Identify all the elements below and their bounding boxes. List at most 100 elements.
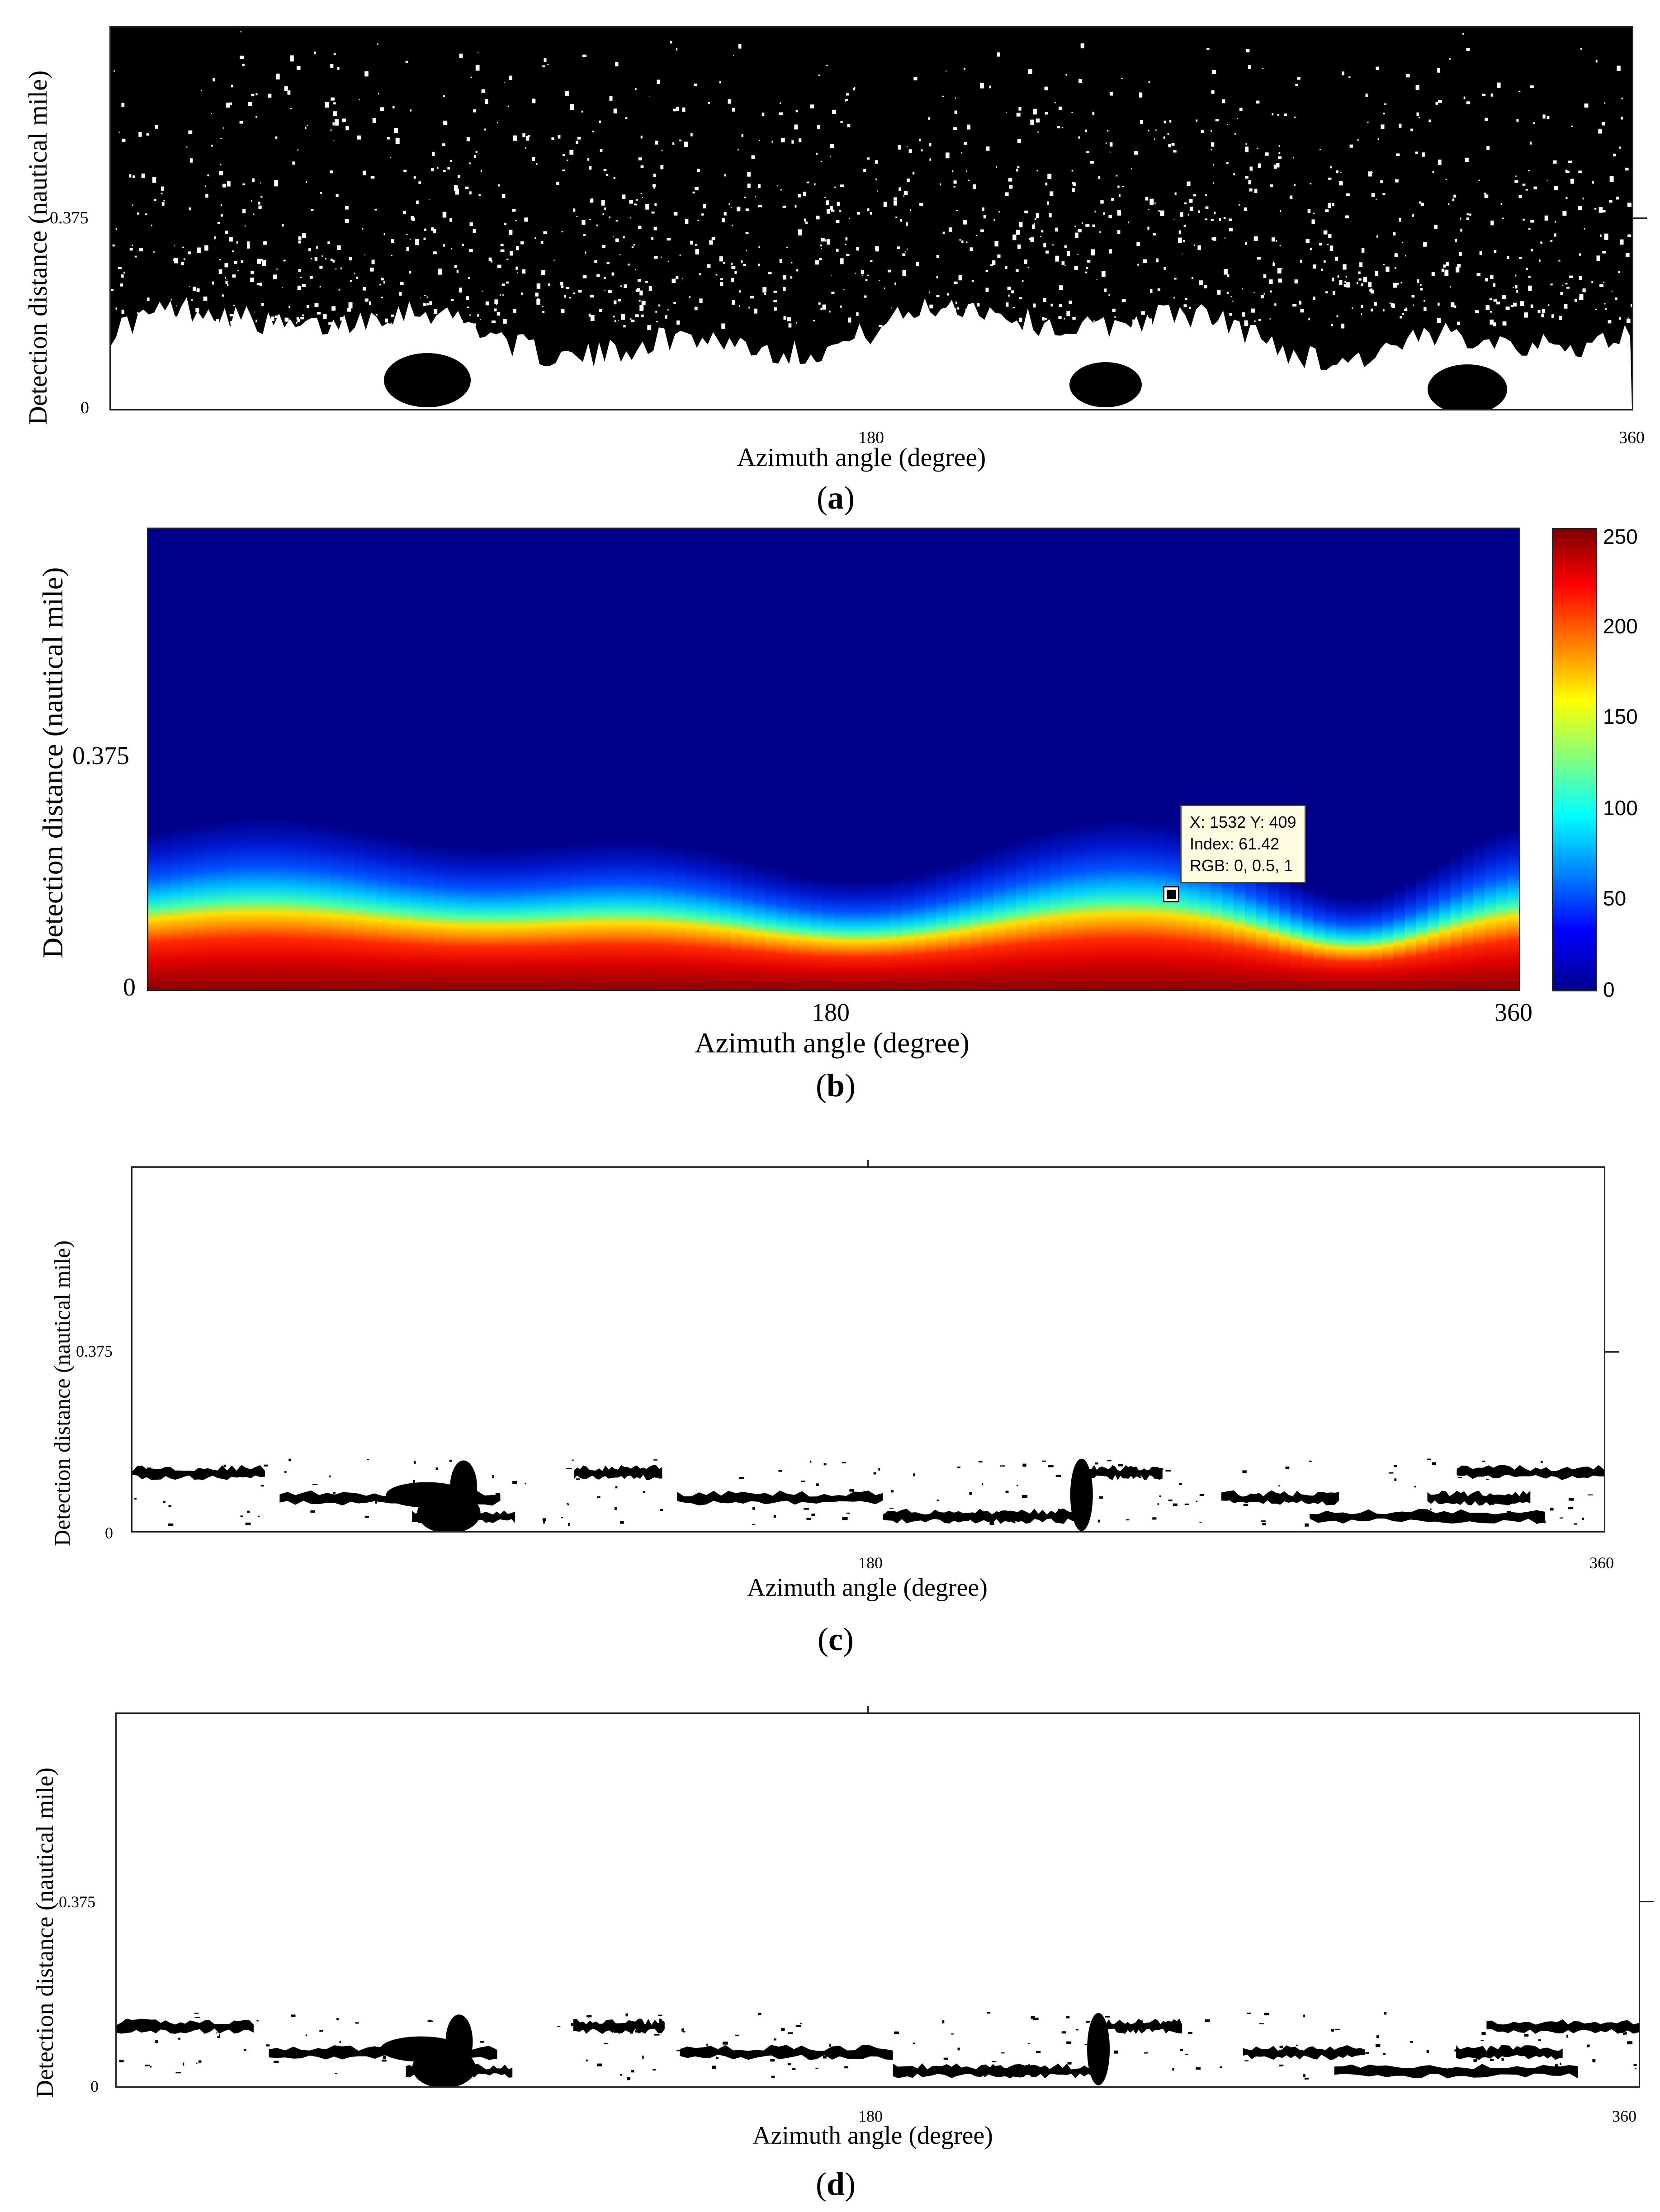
speckle-a <box>1502 217 1504 219</box>
speckle-a <box>1131 168 1132 170</box>
speckle-a <box>1485 118 1488 121</box>
clutter-speck <box>1490 2059 1494 2061</box>
clutter-speck <box>1066 2041 1072 2044</box>
speckle-a <box>919 203 923 206</box>
speckle-a <box>251 200 252 202</box>
speckle-a <box>853 87 856 89</box>
speckle-a <box>1528 228 1531 230</box>
speckle-a <box>1116 175 1118 177</box>
speckle-a <box>853 88 855 90</box>
speckle-a <box>703 204 706 208</box>
heatmap-column-b <box>1439 862 1451 990</box>
speckle-a <box>990 264 993 266</box>
speckle-a <box>865 279 868 281</box>
speckle-a <box>633 244 635 246</box>
speckle-a <box>1450 286 1451 288</box>
xtick-mark-top-c <box>867 1160 869 1167</box>
speckle-a <box>350 280 352 282</box>
clutter-speck <box>770 2059 775 2062</box>
speckle-a <box>937 316 941 321</box>
speckle-a <box>255 93 258 95</box>
speckle-a <box>507 105 509 107</box>
clutter-speck <box>168 1505 171 1507</box>
speckle-a <box>1198 210 1200 213</box>
clutter-speck <box>823 2055 827 2059</box>
speckle-a <box>661 150 663 151</box>
speckle-a <box>1109 91 1113 96</box>
speckle-a <box>1117 185 1120 188</box>
speckle-a <box>623 325 626 328</box>
speckle-a <box>1540 241 1542 244</box>
speckle-a <box>1016 269 1019 272</box>
speckle-a <box>1217 290 1221 295</box>
speckle-a <box>1462 33 1464 35</box>
clutter-speck <box>597 2063 602 2066</box>
speckle-a <box>1528 285 1532 291</box>
speckle-a <box>292 161 295 165</box>
heatmap-column-b <box>970 856 983 990</box>
clutter-speck <box>1365 2052 1369 2054</box>
speckle-a <box>695 244 698 246</box>
clutter-speck <box>223 1464 226 1467</box>
data-tip[interactable]: X: 1532 Y: 409 Index: 61.42 RGB: 0, 0.5,… <box>1180 805 1306 883</box>
speckle-a <box>1157 288 1160 291</box>
speckle-a <box>212 281 214 285</box>
speckle-a <box>423 237 426 240</box>
speckle-a <box>994 241 998 247</box>
speckle-a <box>1211 149 1212 151</box>
speckle-a <box>635 289 639 292</box>
data-cursor-marker[interactable] <box>1163 886 1179 902</box>
ylabel-d: Detection distance (nautical mile) <box>31 1767 58 2098</box>
speckle-a <box>1451 302 1455 307</box>
speckle-a <box>1073 182 1076 186</box>
speckle-a <box>564 295 566 298</box>
speckle-a <box>1173 150 1177 153</box>
speckle-a <box>1214 212 1216 215</box>
speckle-a <box>840 258 844 264</box>
speckle-a <box>1349 144 1353 148</box>
speckle-a <box>879 279 880 281</box>
speckle-a <box>870 260 873 263</box>
speckle-a <box>287 90 291 95</box>
speckle-a <box>909 317 914 321</box>
speckle-a <box>1249 188 1253 192</box>
speckle-a <box>1121 299 1126 302</box>
speckle-a <box>1167 133 1169 135</box>
speckle-a <box>121 103 125 107</box>
speckle-a <box>821 238 825 242</box>
speckle-a <box>613 177 615 179</box>
clutter-speck <box>1126 1519 1130 1521</box>
speckle-a <box>1466 48 1470 51</box>
speckle-a <box>856 247 859 251</box>
heatmap-column-b <box>845 882 857 990</box>
speckle-a <box>154 199 156 202</box>
speckle-a <box>1273 165 1277 169</box>
clutter-speck <box>867 2053 869 2055</box>
speckle-a <box>330 64 334 68</box>
speckle-a <box>1180 212 1183 217</box>
speckle-a <box>454 185 458 191</box>
speckle-a <box>1122 186 1124 188</box>
clutter-speck <box>543 1520 545 1523</box>
dark-blob-a <box>384 353 471 407</box>
speckle-a <box>613 108 617 113</box>
clutter-patch <box>883 1509 1016 1524</box>
speckle-a <box>989 85 991 89</box>
ylabel-c: Detection distance (nautical mile) <box>49 1240 75 1546</box>
speckle-a <box>1453 194 1457 198</box>
clutter-patch <box>1089 1465 1163 1480</box>
speckle-a <box>429 301 432 305</box>
heatmap-layers-b <box>148 819 1519 990</box>
speckle-a <box>1329 245 1334 251</box>
speckle-a <box>416 200 419 204</box>
speckle-a <box>485 301 489 306</box>
speckle-a <box>747 184 751 188</box>
speckle-a <box>232 274 236 278</box>
speckle-a <box>1548 304 1550 306</box>
speckle-a <box>936 295 940 297</box>
heatmap-column-b <box>696 851 709 990</box>
heatmap-column-b <box>308 822 320 990</box>
speckle-a <box>875 246 879 251</box>
speckle-a <box>174 258 179 264</box>
speckle-a <box>309 276 313 279</box>
